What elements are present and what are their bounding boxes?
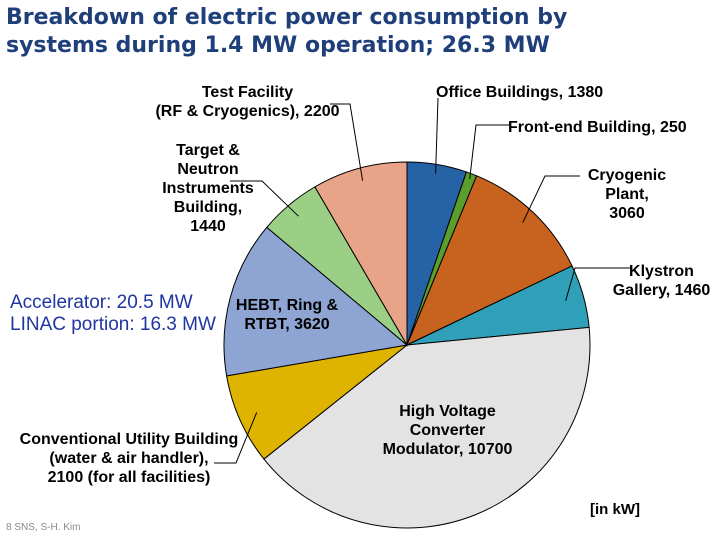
slice-label-conventional-utility-building: Conventional Utility Building (water & a… [19,431,239,486]
accelerator-annotation: Accelerator: 20.5 MW LINAC portion: 16.3… [10,292,216,335]
slice-label-klystron-gallery: Klystron Gallery, 1460 [612,263,711,299]
pie-slice-utility [226,344,408,460]
pie-slice-hvcm [263,326,591,529]
chart-title-line-1: Breakdown of electric power consumption … [6,5,568,30]
leader-line-office [435,97,439,174]
leader-line-target [230,180,299,217]
leader-line-cryogenic [522,175,580,223]
slice-label-high-voltage-converter-modulator: High Voltage Converter Modulator, 10700 [382,403,513,458]
leader-line-test-facility [330,103,364,181]
chart-title: Breakdown of electric power consumption … [6,4,720,60]
leader-line-front-end [469,124,510,179]
pie-slices [223,161,591,529]
pie-slice-cryogenic [406,175,573,347]
slide-footer: 8 SNS, S-H. Kim [6,522,81,533]
pie-slice-testfac [314,161,408,347]
unit-label: [in kW] [590,501,640,518]
chart-title-line-2: systems during 1.4 MW operation; 26.3 MW [6,33,550,58]
leader-line-utility [214,412,258,464]
slice-label-cryogenic-plant: Cryogenic Plant, 3060 [587,167,667,222]
slice-label-hebt-ring-rtbt: HEBT, Ring & RTBT, 3620 [235,297,339,333]
slice-label-test-facility: Test Facility (RF & Cryogenics), 2200 [155,84,340,120]
leader-lines [214,97,632,464]
pie-slice-hebt [223,226,409,377]
slice-label-target-building: Target & Neutron Instruments Building, 1… [162,142,254,235]
slice-label-office-buildings: Office Buildings, 1380 [436,84,604,101]
slice-label-front-end-building: Front-end Building, 250 [508,119,687,136]
leader-line-klystron [565,267,632,301]
